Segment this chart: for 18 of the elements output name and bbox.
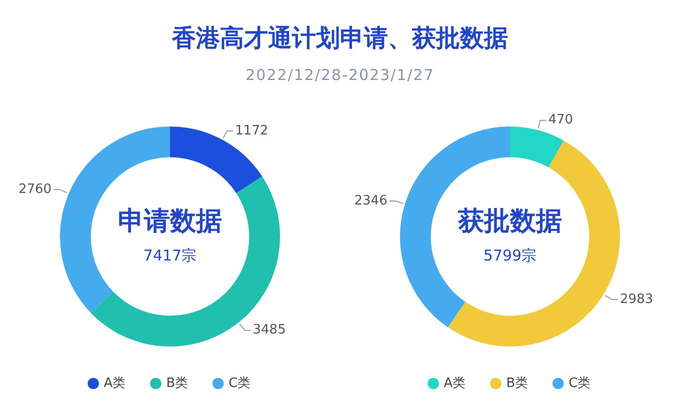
legend-label: A类 xyxy=(444,376,466,391)
legend-label: B类 xyxy=(166,376,188,391)
data-label: 2983 xyxy=(620,292,654,308)
legend-label: A类 xyxy=(104,376,126,391)
text: 7417宗 xyxy=(143,246,197,264)
text: 5799宗 xyxy=(483,246,537,264)
text: 2022/12/28-2023/1/27 xyxy=(244,66,436,84)
legend-label: C类 xyxy=(568,376,591,391)
text: 申请数据 xyxy=(118,206,222,236)
text: 获批数据 xyxy=(457,206,562,236)
text: 香港高才通计划申请、获批数据 xyxy=(170,23,509,54)
legend-label: B类 xyxy=(506,376,528,391)
data-label: 1172 xyxy=(235,123,268,138)
legend-label: C类 xyxy=(228,376,251,391)
data-label: 2346 xyxy=(354,193,388,208)
data-label: 3485 xyxy=(252,322,286,338)
data-label: 2760 xyxy=(18,182,52,197)
data-label: 470 xyxy=(548,112,574,128)
